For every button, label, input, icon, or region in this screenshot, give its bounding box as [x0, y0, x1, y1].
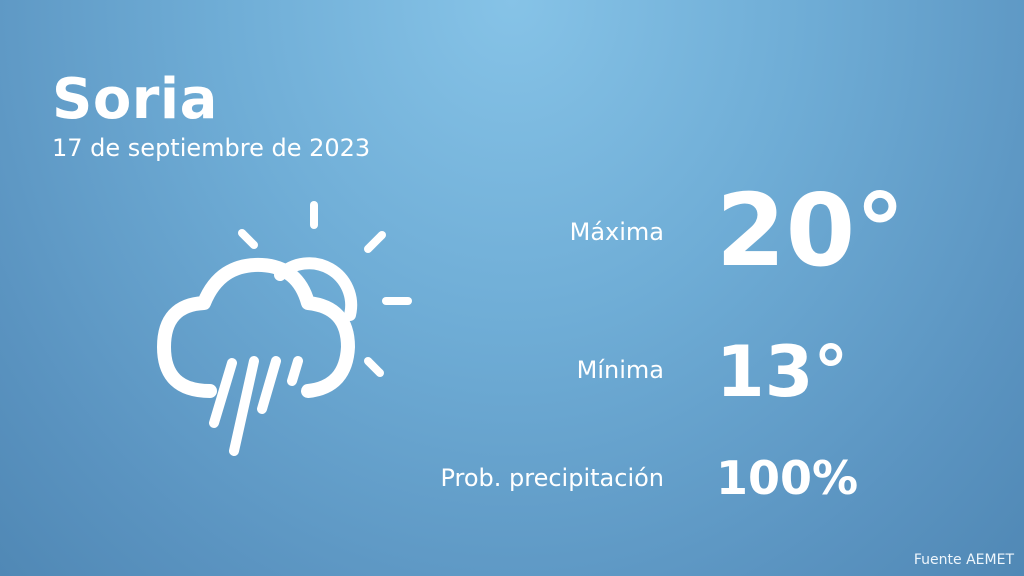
min-temperature-value: 13° — [716, 331, 849, 413]
min-temperature-label: Mínima — [576, 356, 664, 384]
max-temperature-row: Máxima 20° — [0, 176, 1024, 290]
precipitation-row: Prob. precipitación 100% — [0, 450, 1024, 550]
sun-arc — [274, 257, 358, 321]
max-temperature-value: 20° — [716, 172, 906, 289]
precipitation-label: Prob. precipitación — [440, 464, 664, 492]
city-name: Soria — [52, 67, 218, 132]
max-temperature-label: Máxima — [569, 218, 664, 246]
min-temperature-row: Mínima 13° — [0, 332, 1024, 440]
sun-ray — [364, 357, 384, 377]
precipitation-value: 100% — [716, 451, 859, 505]
rain-drop — [209, 358, 237, 428]
rain-drop — [229, 356, 259, 456]
source-credit: Fuente AEMET — [913, 552, 1014, 568]
rain-drop — [257, 356, 281, 414]
sun-ray — [364, 231, 386, 253]
forecast-date: 17 de septiembre de 2023 — [52, 134, 371, 162]
cloud-outline — [157, 257, 355, 398]
sun-cloud-rain-icon — [150, 195, 430, 470]
sun-ray — [238, 229, 258, 249]
rain-drop — [287, 356, 303, 386]
header: Soria 17 de septiembre de 2023 — [52, 64, 370, 164]
